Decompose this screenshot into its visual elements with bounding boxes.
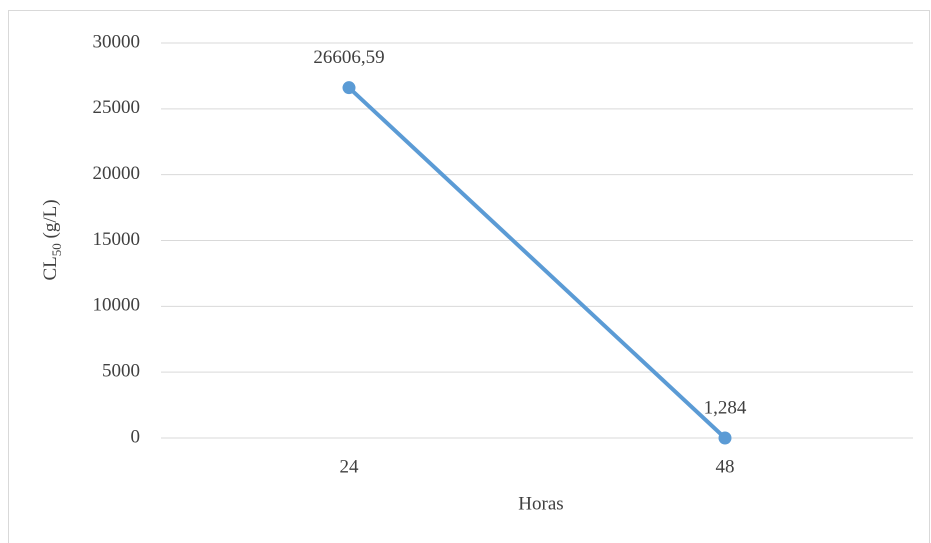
data-label: 26606,59 xyxy=(313,47,384,68)
x-axis-title: Horas xyxy=(518,493,563,514)
y-tick-label: 15000 xyxy=(93,229,141,250)
y-tick-label: 0 xyxy=(131,426,141,447)
y-tick-label: 30000 xyxy=(93,31,141,52)
x-tick-label: 24 xyxy=(340,456,360,477)
data-label: 1,284 xyxy=(704,397,747,418)
y-axis-title-part: (g/L) xyxy=(40,199,61,243)
y-axis-title-subscript: 50 xyxy=(49,243,64,256)
y-axis-title-part: CL xyxy=(40,256,61,280)
y-tick-label: 25000 xyxy=(93,97,141,118)
data-line xyxy=(347,85,727,440)
y-tick-label: 5000 xyxy=(102,361,140,382)
y-tick-label: 10000 xyxy=(93,295,141,316)
y-axis-title: CL50 (g/L) xyxy=(40,199,64,280)
data-point xyxy=(718,431,732,445)
chart-frame xyxy=(8,10,930,543)
x-tick-label: 48 xyxy=(716,456,735,477)
data-point xyxy=(342,81,356,95)
y-tick-label: 20000 xyxy=(93,163,141,184)
